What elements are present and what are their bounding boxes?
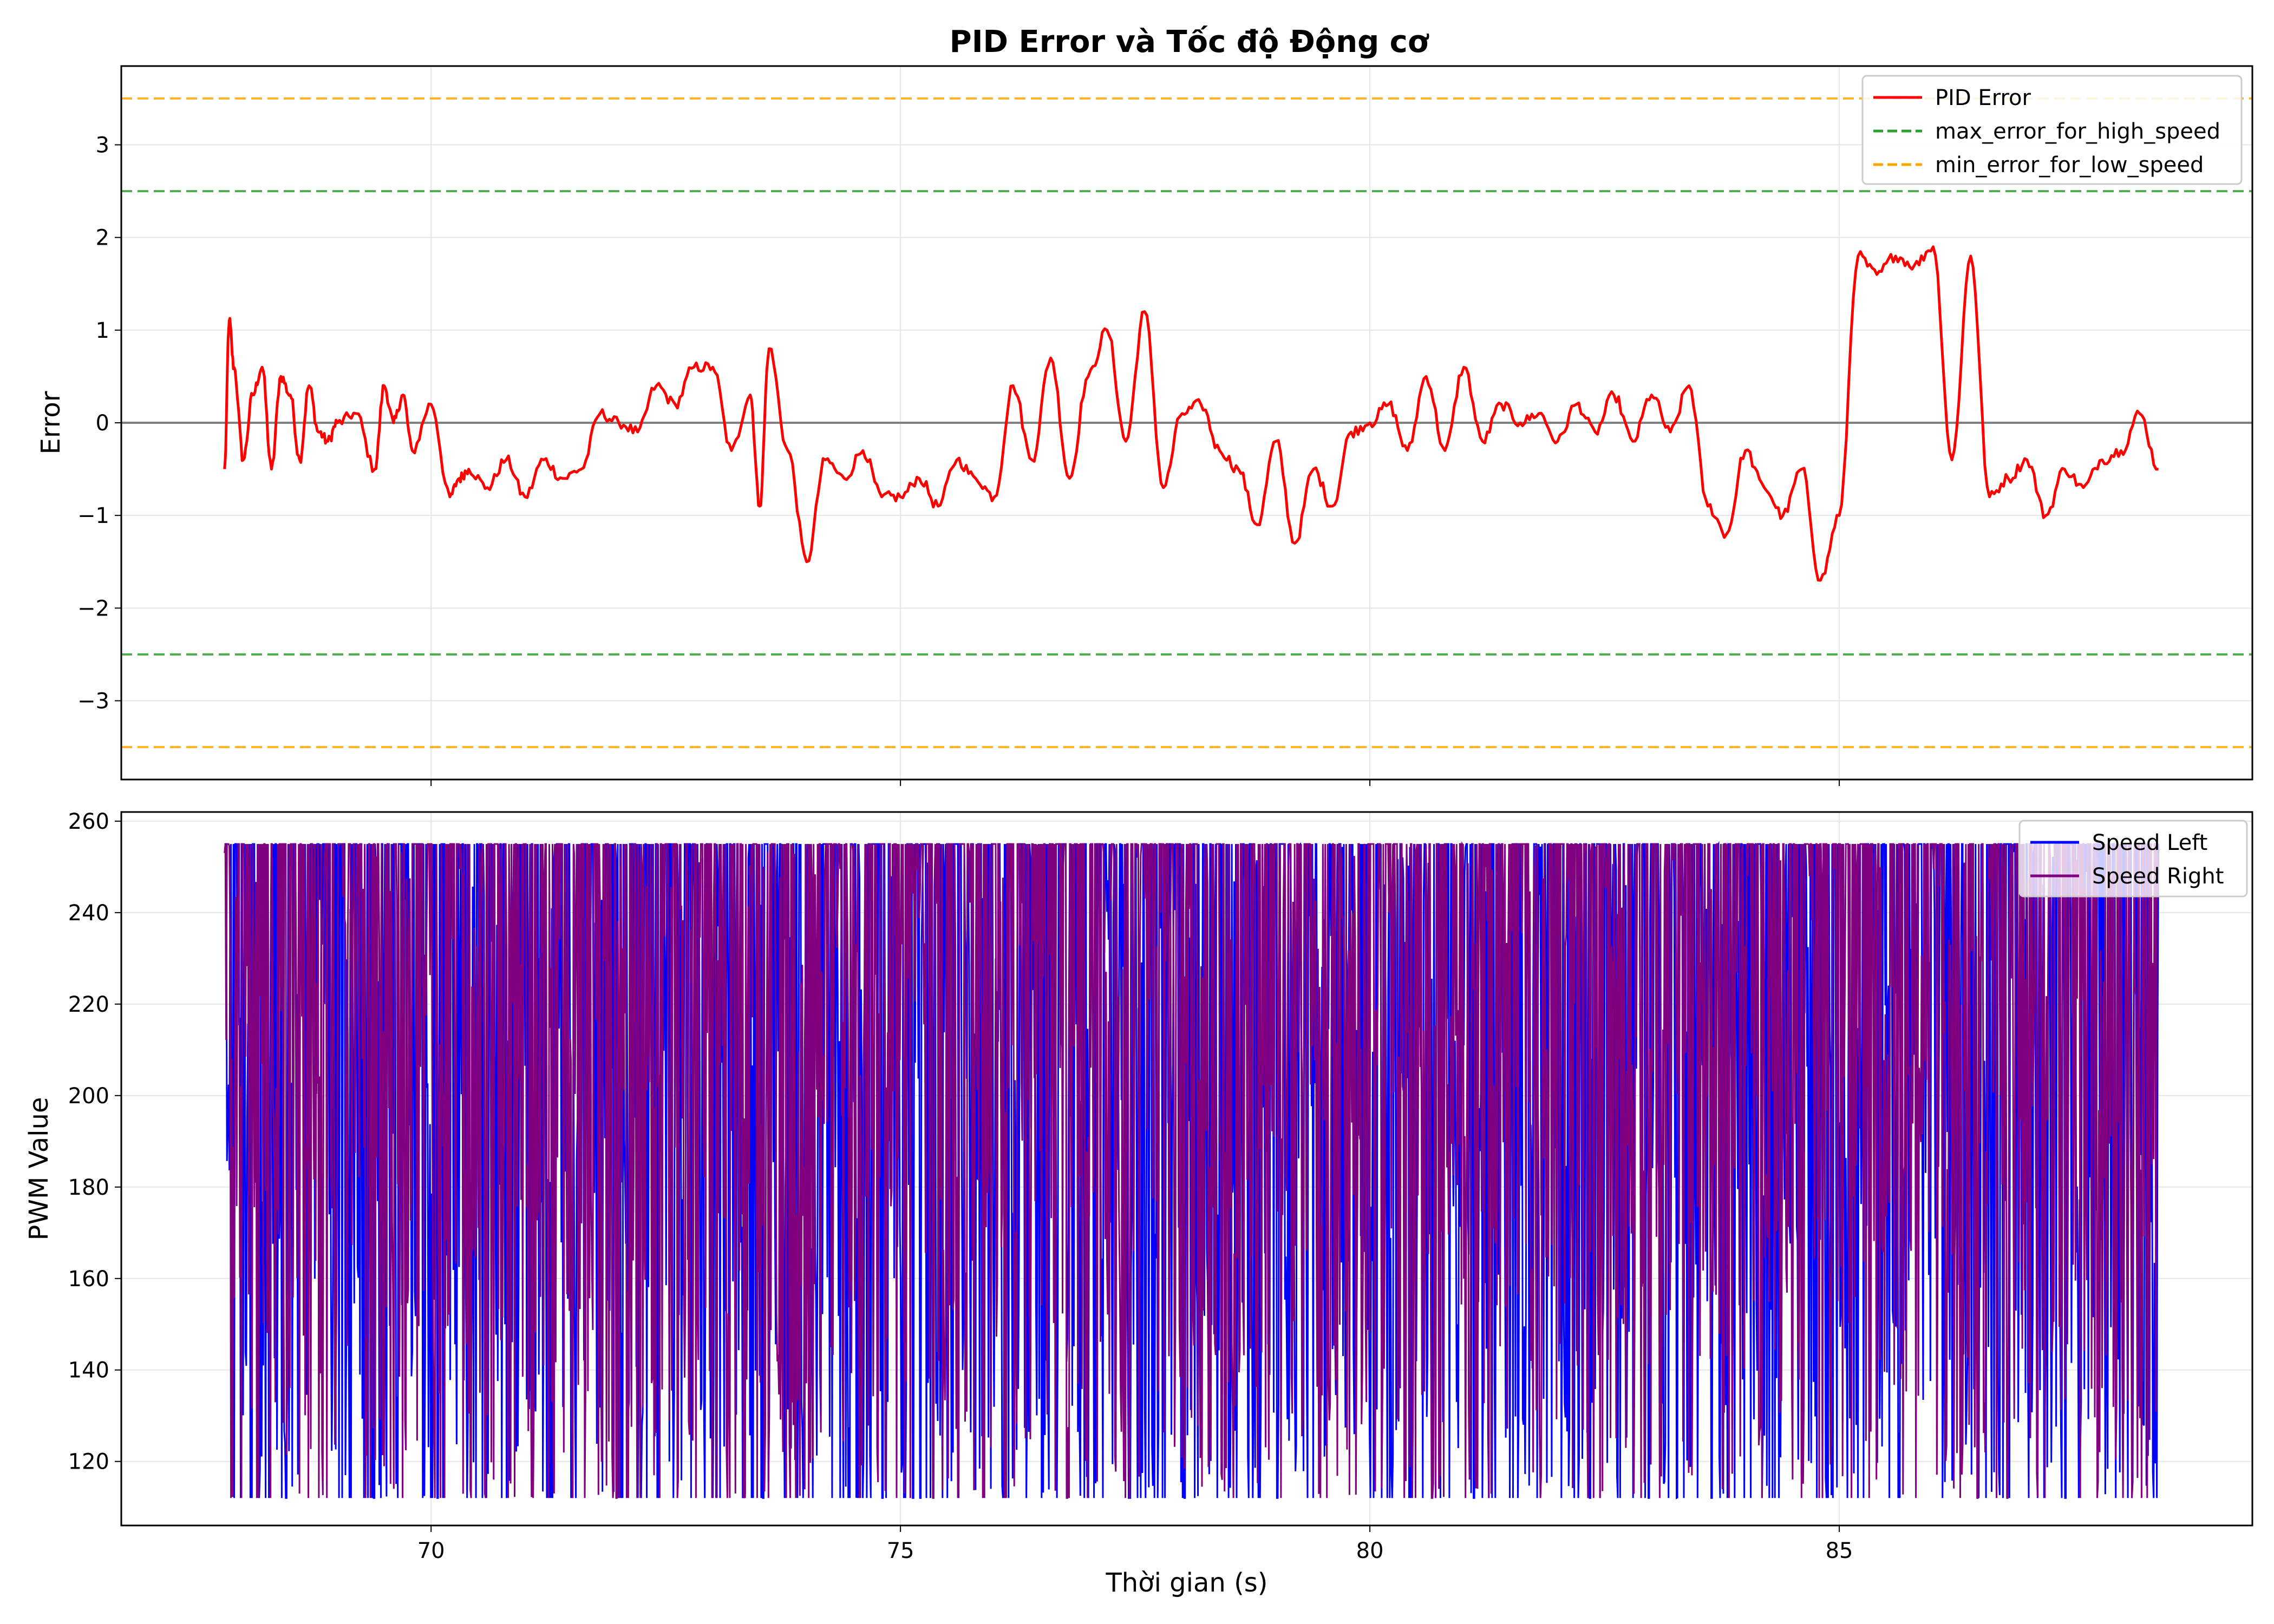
speed-y-ticks: 120 140 160 180 200 220 240 260 xyxy=(68,809,121,1475)
y-tick-label: 140 xyxy=(68,1358,109,1383)
y-tick-label: 160 xyxy=(68,1267,109,1292)
y-tick-label: 2 xyxy=(96,226,109,251)
x-tick-label: 70 xyxy=(417,1538,445,1563)
error-series xyxy=(223,245,2159,582)
legend-label-speed-right: Speed Right xyxy=(2092,864,2224,889)
legend-label-min-error: min_error_for_low_speed xyxy=(1935,153,2204,178)
y-tick-label: 260 xyxy=(68,809,109,834)
x-tick-label: 85 xyxy=(1826,1538,1853,1563)
legend-label-max-error: max_error_for_high_speed xyxy=(1935,119,2220,144)
error-x-ticks xyxy=(430,780,1840,786)
speed-panel: 120 140 160 180 200 220 240 260 70 75 80 85 PWM Va… xyxy=(24,809,2253,1598)
y-tick-label: 120 xyxy=(68,1450,109,1475)
y-tick-label: 220 xyxy=(68,992,109,1017)
y-tick-label: 3 xyxy=(96,133,109,158)
y-tick-label: −3 xyxy=(77,689,109,714)
time-x-axis-label: Thời gian (s) xyxy=(1105,1568,1267,1598)
error-panel: −3 −2 −1 0 1 2 3 Error PID Error max_error_for… xyxy=(36,65,2253,786)
y-tick-label: 0 xyxy=(96,411,109,436)
speed-y-axis-label: PWM Value xyxy=(24,1097,54,1241)
series-line-speed-right xyxy=(224,841,2159,1499)
error-legend: PID Error max_error_for_high_speed min_e… xyxy=(1861,75,2243,185)
y-tick-label: 240 xyxy=(68,901,109,926)
speed-plot-frame xyxy=(120,811,2253,1527)
x-tick-label: 80 xyxy=(1356,1538,1384,1563)
error-y-axis-label: Error xyxy=(36,391,66,454)
y-tick-label: 180 xyxy=(68,1175,109,1200)
y-tick-label: 1 xyxy=(96,318,109,343)
error-y-ticks: −3 −2 −1 0 1 2 3 xyxy=(77,133,121,714)
error-legend-box xyxy=(1861,75,2243,185)
speed-legend-box xyxy=(2018,820,2248,898)
y-tick-label: −2 xyxy=(77,596,109,621)
chart-title: PID Error và Tốc độ Động cơ xyxy=(950,24,1429,60)
speed-legend: Speed Left Speed Right xyxy=(2018,820,2248,898)
speed-series xyxy=(224,841,2160,1499)
series-line-pid-error xyxy=(223,245,2159,582)
legend-label-pid-error: PID Error xyxy=(1935,86,2031,110)
speed-x-ticks: 70 75 80 85 xyxy=(417,1525,1853,1563)
x-tick-label: 75 xyxy=(887,1538,914,1563)
y-tick-label: 200 xyxy=(68,1084,109,1109)
y-tick-label: −1 xyxy=(77,503,109,528)
legend-label-speed-left: Speed Left xyxy=(2092,830,2207,855)
